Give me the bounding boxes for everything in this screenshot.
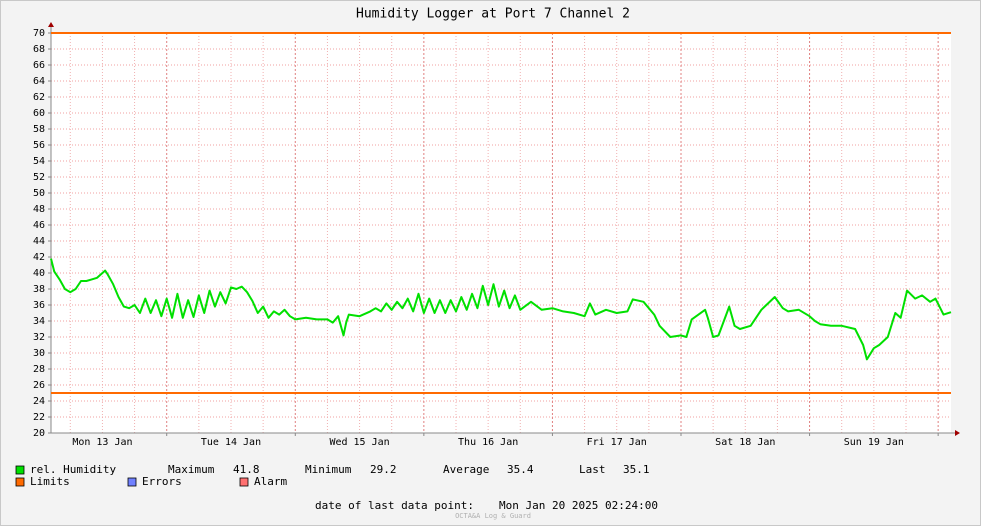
y-tick-label: 38	[33, 284, 45, 295]
x-tick-label: Fri 17 Jan	[587, 437, 647, 448]
y-tick-label: 28	[33, 364, 45, 375]
y-tick-label: 70	[33, 28, 45, 39]
y-tick-label: 46	[33, 220, 45, 231]
legend-label: rel. Humidity	[30, 463, 116, 476]
y-tick-label: 44	[33, 236, 45, 247]
y-tick-label: 54	[33, 156, 45, 167]
y-tick-label: 64	[33, 76, 45, 87]
y-tick-label: 22	[33, 412, 45, 423]
x-tick-label: Sat 18 Jan	[715, 437, 775, 448]
legend-swatch	[15, 465, 25, 475]
y-tick-label: 60	[33, 108, 45, 119]
y-tick-label: 56	[33, 140, 45, 151]
stat-value: 35.1	[623, 463, 650, 476]
stat-value: 29.2	[370, 463, 397, 476]
stat-label: Maximum	[168, 463, 215, 476]
axis-arrow	[48, 22, 54, 27]
y-tick-label: 62	[33, 92, 45, 103]
y-tick-label: 26	[33, 380, 45, 391]
watermark: OCTA&A Log & Guard	[455, 512, 531, 520]
stat-value: 35.4	[507, 463, 534, 476]
x-tick-label: Tue 14 Jan	[201, 437, 261, 448]
y-tick-label: 50	[33, 188, 45, 199]
y-tick-label: 58	[33, 124, 45, 135]
y-tick-label: 42	[33, 252, 45, 263]
legend-label: Limits	[30, 475, 70, 488]
stat-label: Minimum	[305, 463, 352, 476]
legend-swatch	[15, 477, 25, 487]
footer-label: date of last data point:	[315, 499, 474, 512]
x-tick-label: Mon 13 Jan	[72, 437, 132, 448]
stat-label: Average	[443, 463, 489, 476]
legend-swatch	[239, 477, 249, 487]
y-tick-label: 30	[33, 348, 45, 359]
footer-value: Mon Jan 20 2025 02:24:00	[499, 499, 658, 512]
legend-label: Errors	[142, 475, 182, 488]
x-tick-label: Sun 19 Jan	[844, 437, 904, 448]
plot-area	[51, 33, 951, 433]
y-tick-label: 66	[33, 60, 45, 71]
legend-label: Alarm	[254, 475, 287, 488]
stat-value: 41.8	[233, 463, 260, 476]
x-tick-label: Wed 15 Jan	[329, 437, 389, 448]
axis-arrow	[955, 430, 960, 436]
stat-label: Last	[579, 463, 606, 476]
y-tick-label: 34	[33, 316, 45, 327]
legend-swatch	[127, 477, 137, 487]
data-line	[50, 258, 952, 361]
chart-title: Humidity Logger at Port 7 Channel 2	[356, 7, 630, 22]
y-tick-label: 24	[33, 396, 45, 407]
y-tick-label: 52	[33, 172, 45, 183]
y-tick-label: 20	[33, 428, 45, 439]
y-tick-label: 36	[33, 300, 45, 311]
y-tick-label: 32	[33, 332, 45, 343]
y-tick-label: 68	[33, 44, 45, 55]
y-tick-label: 40	[33, 268, 45, 279]
x-tick-label: Thu 16 Jan	[458, 437, 518, 448]
y-tick-label: 48	[33, 204, 45, 215]
